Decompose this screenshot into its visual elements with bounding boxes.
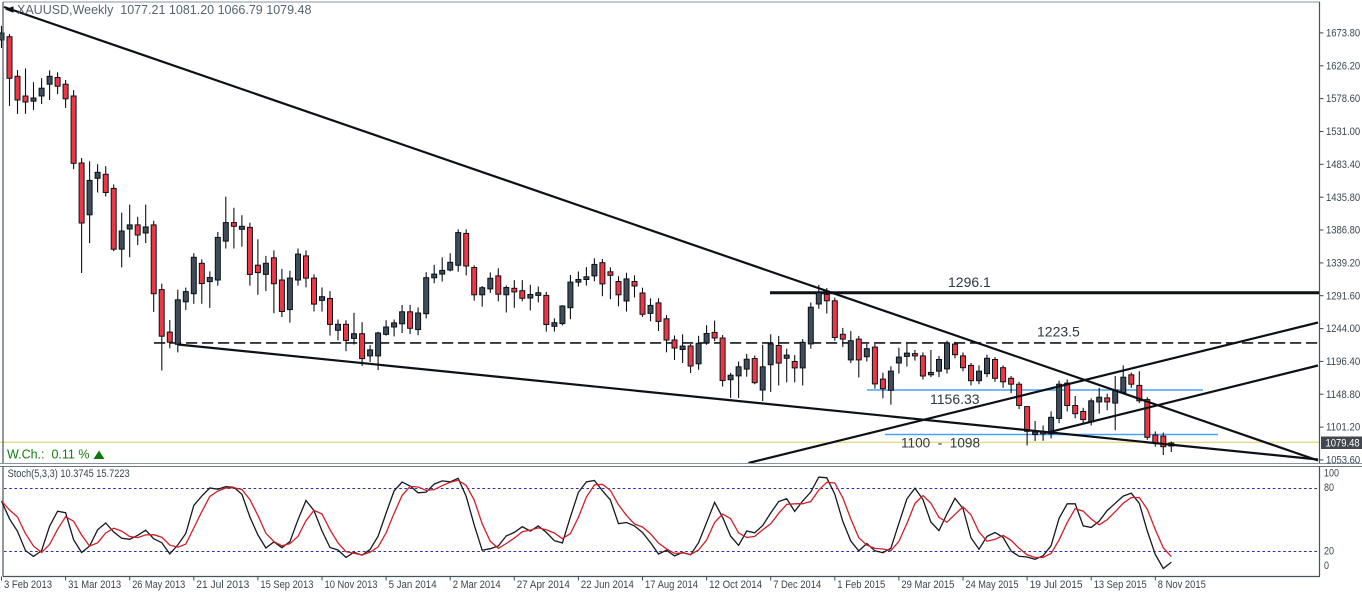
svg-text:1053.60: 1053.60 xyxy=(1326,455,1360,467)
svg-text:1196.40: 1196.40 xyxy=(1326,356,1360,368)
svg-text:1100 - 1098: 1100 - 1098 xyxy=(901,435,980,451)
svg-text:5 Jan 2014: 5 Jan 2014 xyxy=(389,579,437,591)
svg-text:21 Jul 2013: 21 Jul 2013 xyxy=(196,579,249,591)
svg-text:8 Nov 2015: 8 Nov 2015 xyxy=(1158,579,1206,591)
svg-text:22 Jun 2014: 22 Jun 2014 xyxy=(581,579,634,591)
svg-text:1156.33: 1156.33 xyxy=(930,391,980,407)
svg-text:XAUUSD,Weekly 1077.21 1081.20: XAUUSD,Weekly 1077.21 1081.20 1066.79 10… xyxy=(17,3,311,17)
svg-text:20: 20 xyxy=(1324,545,1334,557)
svg-text:1079.48: 1079.48 xyxy=(1326,437,1360,449)
svg-text:1626.20: 1626.20 xyxy=(1326,60,1360,72)
svg-text:13 Sep 2015: 13 Sep 2015 xyxy=(1094,579,1147,591)
svg-text:12 Oct 2014: 12 Oct 2014 xyxy=(709,579,762,591)
svg-text:29 Mar 2015: 29 Mar 2015 xyxy=(901,579,954,591)
svg-text:19 Jul 2015: 19 Jul 2015 xyxy=(1030,579,1083,591)
svg-text:1483.40: 1483.40 xyxy=(1326,159,1360,171)
svg-text:0: 0 xyxy=(1324,560,1329,572)
svg-text:W.Ch.: 0.11 %: W.Ch.: 0.11 % xyxy=(7,448,89,462)
svg-text:1148.80: 1148.80 xyxy=(1326,389,1360,401)
svg-text:1435.80: 1435.80 xyxy=(1326,192,1360,204)
svg-text:1386.80: 1386.80 xyxy=(1326,225,1360,237)
svg-text:27 Apr 2014: 27 Apr 2014 xyxy=(517,579,570,591)
svg-text:7 Dec 2014: 7 Dec 2014 xyxy=(773,579,821,591)
svg-text:1578.60: 1578.60 xyxy=(1326,93,1360,105)
svg-text:15 Sep 2013: 15 Sep 2013 xyxy=(260,579,313,591)
svg-text:80: 80 xyxy=(1324,482,1334,494)
svg-text:1244.00: 1244.00 xyxy=(1326,323,1360,335)
svg-text:31 Mar 2013: 31 Mar 2013 xyxy=(68,579,121,591)
svg-text:100: 100 xyxy=(1324,467,1339,479)
svg-text:24 May 2015: 24 May 2015 xyxy=(966,579,1019,591)
svg-text:1291.60: 1291.60 xyxy=(1326,290,1360,302)
svg-text:1223.5: 1223.5 xyxy=(1037,324,1080,340)
svg-text:10 Nov 2013: 10 Nov 2013 xyxy=(325,579,378,591)
svg-text:1531.00: 1531.00 xyxy=(1326,126,1360,138)
svg-text:1673.80: 1673.80 xyxy=(1326,28,1360,40)
svg-text:17 Aug 2014: 17 Aug 2014 xyxy=(645,579,698,591)
svg-text:1101.20: 1101.20 xyxy=(1326,422,1360,434)
svg-text:2 Mar 2014: 2 Mar 2014 xyxy=(453,579,501,591)
svg-text:1296.1: 1296.1 xyxy=(948,274,991,290)
svg-text:26 May 2013: 26 May 2013 xyxy=(132,579,185,591)
svg-text:3 Feb 2013: 3 Feb 2013 xyxy=(4,579,52,591)
svg-text:1 Feb 2015: 1 Feb 2015 xyxy=(837,579,885,591)
svg-text:Stoch(5,3,3) 10.3745 15.7223: Stoch(5,3,3) 10.3745 15.7223 xyxy=(8,468,130,480)
svg-text:1339.20: 1339.20 xyxy=(1326,258,1360,270)
